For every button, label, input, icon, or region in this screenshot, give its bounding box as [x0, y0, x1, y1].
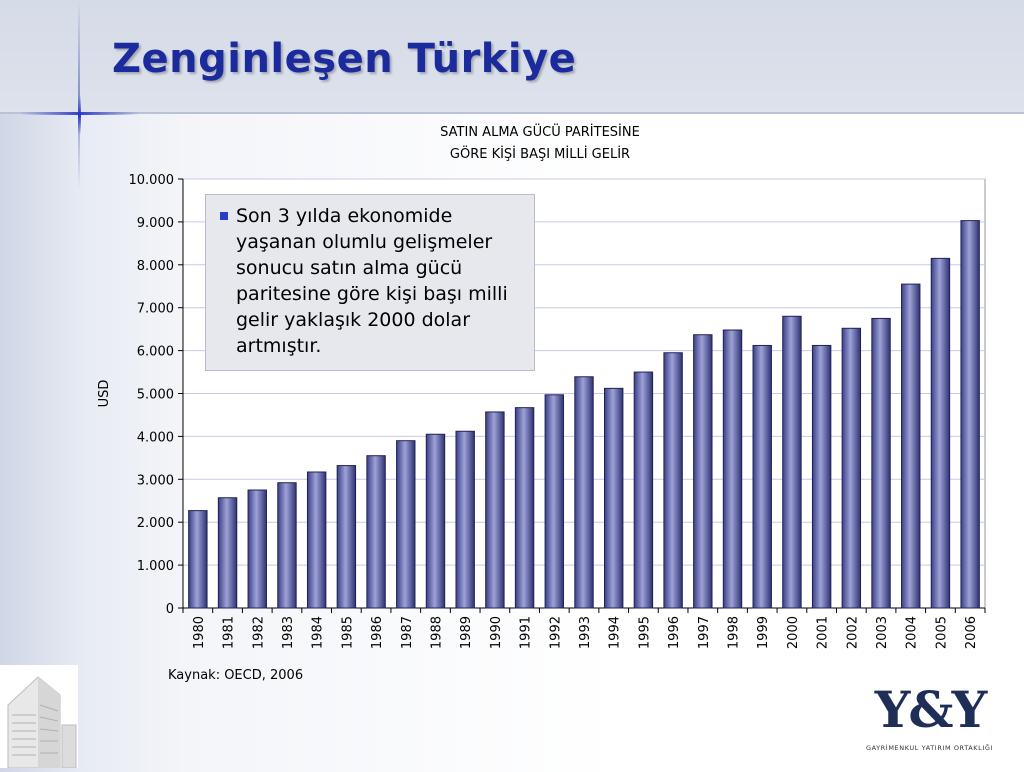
x-tick-label: 1982 [251, 616, 266, 649]
bar [485, 411, 505, 609]
x-tick-label: 1980 [192, 616, 207, 649]
x-tick-label: 1988 [429, 616, 444, 649]
x-tick-label: 2002 [845, 616, 860, 649]
header-divider [0, 112, 1024, 114]
y-tick-label: 0 [166, 602, 174, 617]
y-tick-label: 5.000 [137, 388, 174, 403]
building-illustration [0, 665, 78, 769]
x-tick-label: 1995 [637, 616, 652, 649]
bar [782, 315, 802, 609]
x-tick-label: 2006 [964, 616, 979, 649]
x-tick-label: 1991 [519, 616, 534, 649]
bar [841, 327, 862, 609]
bar [277, 482, 297, 609]
bar [603, 387, 624, 609]
y-tick-label: 7.000 [137, 302, 174, 317]
x-tick-label: 1996 [667, 616, 682, 649]
x-tick-label: 2004 [905, 616, 920, 649]
bar [693, 334, 713, 609]
y-tick-label: 6.000 [137, 345, 174, 360]
chart-title: SATIN ALMA GÜCÜ PARİTESİNE GÖRE KİŞİ BAŞ… [380, 122, 700, 166]
bar [425, 433, 446, 609]
building-icon [7, 676, 77, 769]
y-tick-label: 9.000 [137, 216, 174, 231]
callout-text: Son 3 yılda ekonomide yaşanan olumlu gel… [236, 205, 508, 357]
header-band [0, 0, 1024, 113]
bar [217, 497, 238, 609]
x-tick-label: 1992 [548, 616, 563, 649]
y-tick-label: 3.000 [137, 473, 174, 488]
y-axis-label: USD [97, 380, 112, 408]
bar [188, 510, 208, 609]
x-tick-label: 1983 [281, 616, 296, 649]
bar [455, 430, 475, 609]
x-tick-label: 1989 [459, 616, 474, 649]
bar [633, 371, 654, 609]
x-tick-label: 1986 [370, 616, 385, 649]
logo-mark: Y&Y [874, 680, 988, 739]
bar [930, 257, 951, 609]
bar [901, 283, 921, 609]
callout-box: Son 3 yılda ekonomide yaşanan olumlu gel… [205, 194, 535, 371]
bar [247, 489, 267, 609]
x-tick-label: 1990 [489, 616, 504, 649]
x-tick-label: 1981 [222, 616, 237, 649]
x-tick-label: 1985 [340, 616, 355, 649]
x-tick-label: 1994 [608, 616, 623, 649]
x-tick-label: 1993 [578, 616, 593, 649]
bar [306, 471, 327, 609]
bar [960, 220, 980, 609]
x-tick-label: 2000 [786, 616, 801, 649]
bar [544, 394, 565, 609]
chart-title-line-1: SATIN ALMA GÜCÜ PARİTESİNE [440, 125, 640, 140]
bar [663, 352, 683, 609]
y-tick-label: 1.000 [137, 559, 174, 574]
slide-title: Zenginleşen Türkiye [112, 36, 577, 82]
decorative-star-vertical [78, 95, 81, 135]
x-tick-label: 1987 [400, 616, 415, 649]
x-tick-label: 2003 [875, 616, 890, 649]
y-tick-label: 8.000 [137, 259, 174, 274]
x-tick-label: 1984 [311, 616, 326, 649]
bar [396, 440, 416, 609]
bar [574, 376, 594, 609]
bar [336, 465, 357, 609]
y-tick-label: 10.000 [129, 173, 175, 188]
y-tick-label: 2.000 [137, 516, 174, 531]
x-tick-label: 1997 [697, 616, 712, 649]
chart-title-line-2: GÖRE KİŞİ BAŞI MİLLİ GELİR [449, 147, 631, 162]
bar-chart: 0 1.000 2.000 3.000 4.000 5.000 6.000 7.000 8.00… [97, 173, 986, 649]
x-tick-label: 2001 [816, 616, 831, 649]
bar [514, 407, 535, 609]
source-note: Kaynak: OECD, 2006 [168, 668, 304, 683]
bullet-icon [220, 212, 228, 220]
logo-subtitle: GAYRİMENKUL YATIRIM ORTAKLIĞI [865, 744, 994, 752]
x-tick-label: 1999 [756, 616, 771, 649]
x-tick-label: 2005 [934, 616, 949, 649]
bar [752, 344, 772, 609]
bar [811, 344, 832, 609]
company-logo: Y&Y GAYRİMENKUL YATIRIM ORTAKLIĞI [835, 680, 1024, 768]
x-tick-label: 1998 [727, 616, 742, 649]
y-tick-label: 4.000 [137, 430, 174, 445]
bar [871, 317, 891, 609]
bar [366, 455, 386, 609]
bar [722, 329, 743, 609]
